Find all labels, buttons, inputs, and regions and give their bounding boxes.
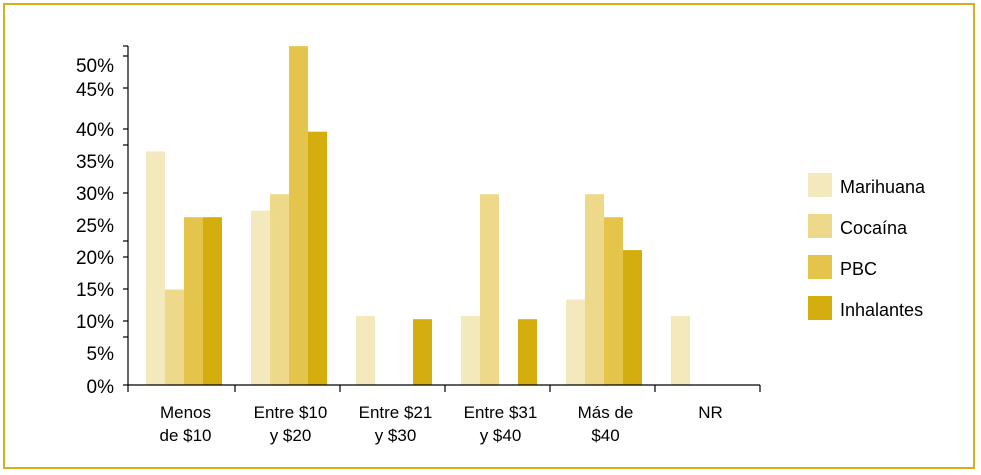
legend-swatch-pbc	[808, 255, 832, 279]
y-tick-label: 25%	[76, 216, 114, 237]
x-category-label: Entre $21	[359, 403, 433, 422]
y-tick-label: 40%	[76, 120, 114, 141]
x-category-label: $40	[591, 426, 619, 445]
bar-pbc-4	[604, 217, 623, 385]
y-tick-label: 30%	[76, 184, 114, 205]
bar-marihuana-4	[566, 299, 585, 385]
x-category-label: Entre $10	[254, 403, 328, 422]
bar-marihuana-0	[146, 151, 165, 385]
legend-swatch-inhalantes	[808, 296, 832, 320]
bar-marihuana-1	[251, 210, 270, 385]
bar-inhalantes-1	[308, 131, 327, 385]
legend-label-cocaína: Cocaína	[840, 218, 908, 238]
bar-marihuana-2	[356, 315, 375, 385]
y-tick-label: 10%	[76, 312, 114, 333]
y-tick-label: 0%	[87, 377, 115, 398]
legend-swatch-marihuana	[808, 173, 832, 197]
legend-label-inhalantes: Inhalantes	[840, 300, 923, 320]
x-category-label: de $10	[160, 426, 212, 445]
y-tick-label: 45%	[76, 80, 114, 101]
legend-swatch-cocaína	[808, 214, 832, 238]
bar-inhalantes-2	[413, 319, 432, 385]
bar-cocaína-3	[480, 194, 499, 385]
x-category-label: Menos	[160, 403, 211, 422]
legend-label-pbc: PBC	[840, 259, 877, 279]
bar-inhalantes-4	[623, 250, 642, 385]
bar-marihuana-5	[671, 315, 690, 385]
bar-inhalantes-3	[518, 319, 537, 385]
y-tick-label: 15%	[76, 280, 114, 301]
legend: Marihuana Cocaína PBC Inhalantes	[808, 173, 926, 320]
x-category-label: y $20	[270, 426, 312, 445]
legend-label-marihuana: Marihuana	[840, 177, 926, 197]
y-tick-label: 5%	[87, 344, 115, 365]
axes-group	[123, 45, 761, 392]
bar-cocaína-4	[585, 194, 604, 385]
bar-marihuana-3	[461, 315, 480, 385]
x-category-label: y $40	[480, 426, 522, 445]
bar-cocaína-0	[165, 289, 184, 385]
bar-pbc-0	[184, 217, 203, 385]
y-tick-label: 35%	[76, 152, 114, 173]
x-category-label: Más de	[578, 403, 634, 422]
x-labels-group: Menos de $10 Entre $10 y $20 Entre $21 y $30 E…	[160, 403, 723, 445]
bar-cocaína-1	[270, 194, 289, 385]
bars-group	[146, 46, 690, 385]
y-tick-label: 50%	[76, 56, 114, 77]
bar-pbc-1	[289, 46, 308, 385]
bar-inhalantes-0	[203, 217, 222, 385]
x-category-label: Entre $31	[464, 403, 538, 422]
x-category-label: y $30	[375, 426, 417, 445]
y-ticks-group: 0% 5% 10% 15% 20% 25% 30% 35% 40% 45% 50%	[76, 56, 114, 398]
y-tick-label: 20%	[76, 248, 114, 269]
x-category-label: NR	[698, 403, 723, 422]
